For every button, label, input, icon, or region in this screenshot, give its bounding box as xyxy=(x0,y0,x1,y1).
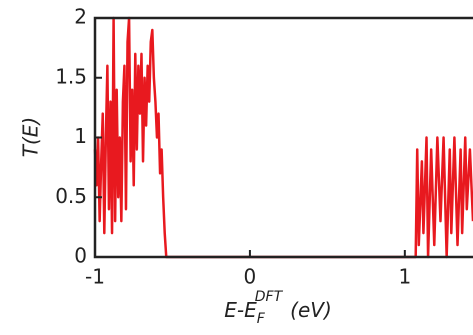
x-label-base: E-E xyxy=(224,298,257,322)
y-tick-label: 0.5 xyxy=(55,184,87,208)
y-tick-label: 2 xyxy=(74,5,87,29)
x-label-sub: F xyxy=(257,311,266,327)
y-tick-label: 1.5 xyxy=(55,64,87,88)
x-tick-label: 0 xyxy=(244,265,257,289)
x-tick-label: 1 xyxy=(398,265,411,289)
y-tick-label: 1 xyxy=(74,124,87,148)
x-label-sup: DFT xyxy=(255,289,284,305)
y-axis-label: T(E) xyxy=(19,117,43,157)
x-label-unit: (eV) xyxy=(290,298,332,322)
transmission-line xyxy=(93,16,473,259)
x-axis-label: E-EF DFT (eV) xyxy=(224,289,332,327)
y-tick-label: 0 xyxy=(74,244,87,268)
x-tick-label: -1 xyxy=(85,265,105,289)
